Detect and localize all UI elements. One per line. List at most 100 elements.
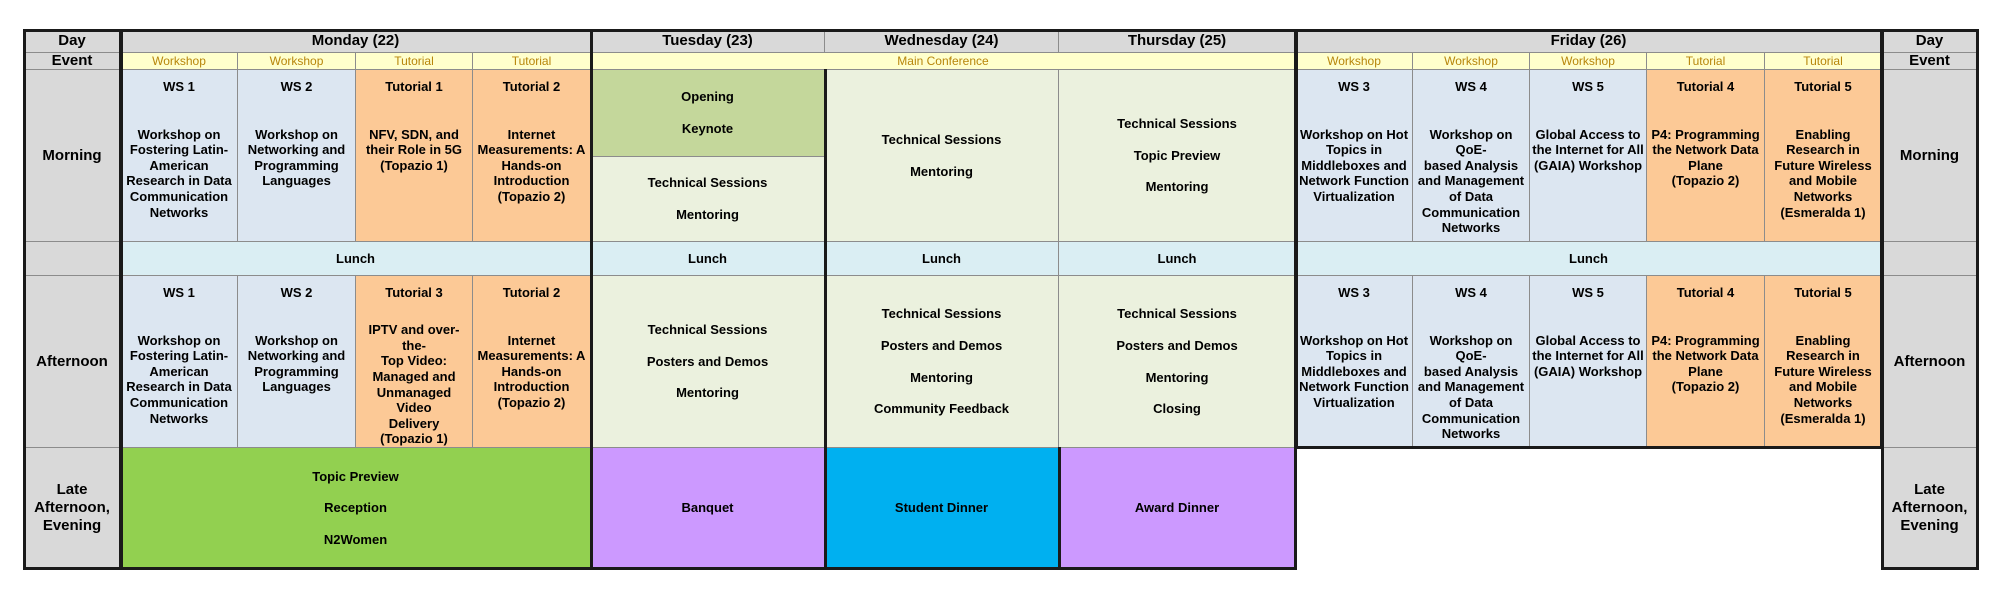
friday-morning-session-line: Virtualization: [1313, 188, 1395, 204]
friday-morning-session-line: Enabling: [1795, 126, 1851, 142]
thursday-morning-sessions: Technical Sessions Topic Preview Mentoring: [1059, 70, 1296, 242]
tuesday-afternoon-sessions-line: Posters and Demos: [646, 353, 769, 369]
friday-afternoon-session-line: and Management: [1417, 379, 1525, 395]
monday-afternoon-session-line: Networks: [149, 410, 209, 426]
friday-afternoon-session-title: Tutorial 5: [1794, 285, 1852, 300]
friday-afternoon-session-line: Research in: [1786, 348, 1860, 364]
event-type-friday: Tutorial: [1765, 53, 1882, 70]
thursday-award-dinner-line: Award Dinner: [1134, 500, 1220, 516]
friday-morning-session: WS 3 Workshop on Hot Topics in Middleboxes …: [1296, 70, 1413, 242]
friday-morning-session-title: WS 5: [1572, 79, 1604, 94]
row-label-afternoon: Afternoon: [1882, 276, 1978, 448]
friday-morning-session-line: Topics in: [1325, 142, 1383, 158]
monday-afternoon-session-line: IPTV and over-the-: [368, 322, 460, 353]
row-label-text: Afternoon: [1893, 352, 1966, 370]
row-label-text: Afternoon,: [34, 499, 110, 516]
lunch-tuesday: Lunch: [591, 242, 825, 276]
friday-afternoon-session-line: Workshop on QoE-: [1429, 332, 1513, 364]
tuesday-morning-sessions-line: Mentoring: [676, 207, 739, 222]
wednesday-morning-sessions-line: Mentoring: [910, 163, 973, 179]
row-label-late: Late Afternoon, Evening: [24, 448, 121, 569]
thursday-afternoon-sessions-line: Closing: [1153, 401, 1201, 417]
monday-evening-reception-line: Topic Preview: [312, 468, 399, 484]
friday-afternoon-session: WS 3 Workshop on Hot Topics in Middleboxes …: [1296, 276, 1413, 448]
day-header-thursday: Thursday (25): [1059, 30, 1296, 53]
monday-afternoon-session-line: Languages: [262, 379, 331, 395]
monday-afternoon-session-line: Workshop on: [255, 332, 338, 348]
friday-morning-session-line: Plane: [1688, 157, 1723, 173]
friday-afternoon-session-line: and Mobile: [1789, 379, 1857, 395]
tuesday-banquet: Banquet: [591, 448, 825, 569]
lunch-monday: Lunch: [121, 242, 591, 276]
day-header-monday: Monday (22): [121, 30, 591, 53]
monday-morning-session-line: American: [149, 157, 209, 173]
friday-afternoon-session-line: Middleboxes and: [1301, 363, 1407, 379]
monday-afternoon-session-line: Delivery: [388, 415, 440, 431]
day-label-left: Day: [24, 30, 121, 53]
monday-morning-session: Tutorial 1 NFV, SDN, and their Role in 5G(…: [356, 70, 473, 242]
friday-morning-session-line: Networks: [1441, 220, 1501, 236]
monday-afternoon-session-line: Networking and: [247, 348, 346, 364]
row-label-late: Late Afternoon, Evening: [1882, 448, 1978, 569]
friday-morning-session-line: Future Wireless: [1774, 157, 1872, 173]
monday-afternoon-session-line: Top Video:: [381, 353, 447, 369]
event-type-friday: Workshop: [1530, 53, 1647, 70]
lunch-thursday: Lunch: [1059, 242, 1296, 276]
lunch-text: Lunch: [336, 250, 375, 266]
friday-afternoon-session-line: Networks: [1793, 394, 1853, 410]
event-type-text: Main Conference: [897, 53, 989, 68]
row-label-text: Evening: [1900, 517, 1959, 534]
thursday-afternoon-sessions-line: Posters and Demos: [1116, 337, 1238, 353]
monday-afternoon-session-line: Measurements: A: [477, 348, 586, 364]
friday-morning-session-line: and Mobile: [1789, 173, 1857, 189]
monday-evening-reception-line: Reception: [324, 500, 387, 516]
thursday-afternoon-sessions: Technical Sessions Posters and Demos Mento…: [1059, 276, 1296, 448]
monday-afternoon-session-title: WS 1: [163, 285, 195, 300]
day-header-tuesday: Tuesday (23): [591, 30, 825, 53]
lunch-text: Lunch: [688, 250, 727, 266]
friday-afternoon-session-line: Network Function: [1299, 379, 1409, 395]
thursday-afternoon-sessions-line: Technical Sessions: [1117, 306, 1237, 322]
monday-morning-session-line: Languages: [262, 173, 331, 189]
lunch-text: Lunch: [1569, 250, 1608, 266]
friday-morning-session: WS 5 Global Access to the Internet for All…: [1530, 70, 1647, 242]
monday-morning-session-line: Fostering Latin-: [129, 142, 229, 158]
lunch-text: Lunch: [922, 250, 961, 266]
tuesday-afternoon-sessions-line: Mentoring: [676, 385, 739, 401]
friday-afternoon-session-line: Topics in: [1325, 348, 1383, 364]
monday-afternoon-session-line: Hands-on: [501, 363, 562, 379]
event-type-friday: Workshop: [1296, 53, 1413, 70]
monday-morning-session-line: Communication: [129, 188, 229, 204]
friday-afternoon-session-line: Global Access to: [1535, 332, 1641, 348]
monday-morning-session-line: NFV, SDN, and: [369, 126, 459, 142]
monday-evening-reception: Topic Preview Reception N2Women: [121, 448, 591, 569]
event-type-text: Tutorial: [1685, 53, 1726, 68]
monday-morning-session-title: WS 1: [163, 79, 195, 94]
friday-morning-session-line: Communication: [1421, 204, 1521, 220]
friday-morning-session-title: Tutorial 5: [1794, 79, 1852, 94]
monday-morning-session-line: Networking and: [247, 142, 346, 158]
event-type-friday: Workshop: [1413, 53, 1530, 70]
friday-morning-session-title: WS 3: [1338, 79, 1370, 94]
lunch-text: Lunch: [1157, 250, 1197, 266]
friday-morning-session-line: based Analysis: [1423, 157, 1519, 173]
event-type-text: Workshop: [152, 53, 206, 68]
tuesday-afternoon-sessions-line: Technical Sessions: [647, 322, 768, 338]
event-type-friday: Tutorial: [1647, 53, 1765, 70]
friday-morning-session-line: and Management: [1417, 173, 1525, 189]
monday-afternoon-session-title: Tutorial 2: [502, 285, 561, 300]
monday-afternoon-session-line: Communication: [129, 394, 229, 410]
friday-afternoon-session-line: Communication: [1421, 410, 1521, 426]
friday-morning-session-line: Workshop on QoE-: [1429, 126, 1513, 158]
row-label-text: Afternoon: [36, 352, 108, 370]
friday-afternoon-session-line: P4: Programming: [1651, 332, 1760, 348]
friday-afternoon-session-line: Workshop on Hot: [1299, 332, 1409, 348]
wednesday-afternoon-sessions-line: Posters and Demos: [880, 337, 1003, 353]
day-label-right: Day: [1882, 30, 1978, 53]
friday-afternoon-session-line: of Data: [1448, 394, 1494, 410]
monday-afternoon-session: WS 1 Workshop on Fostering Latin- American R…: [121, 276, 238, 448]
monday-morning-session-line: Workshop on: [137, 126, 221, 142]
day-label-text: Day: [58, 32, 86, 49]
row-label-text: Afternoon,: [1891, 499, 1968, 516]
